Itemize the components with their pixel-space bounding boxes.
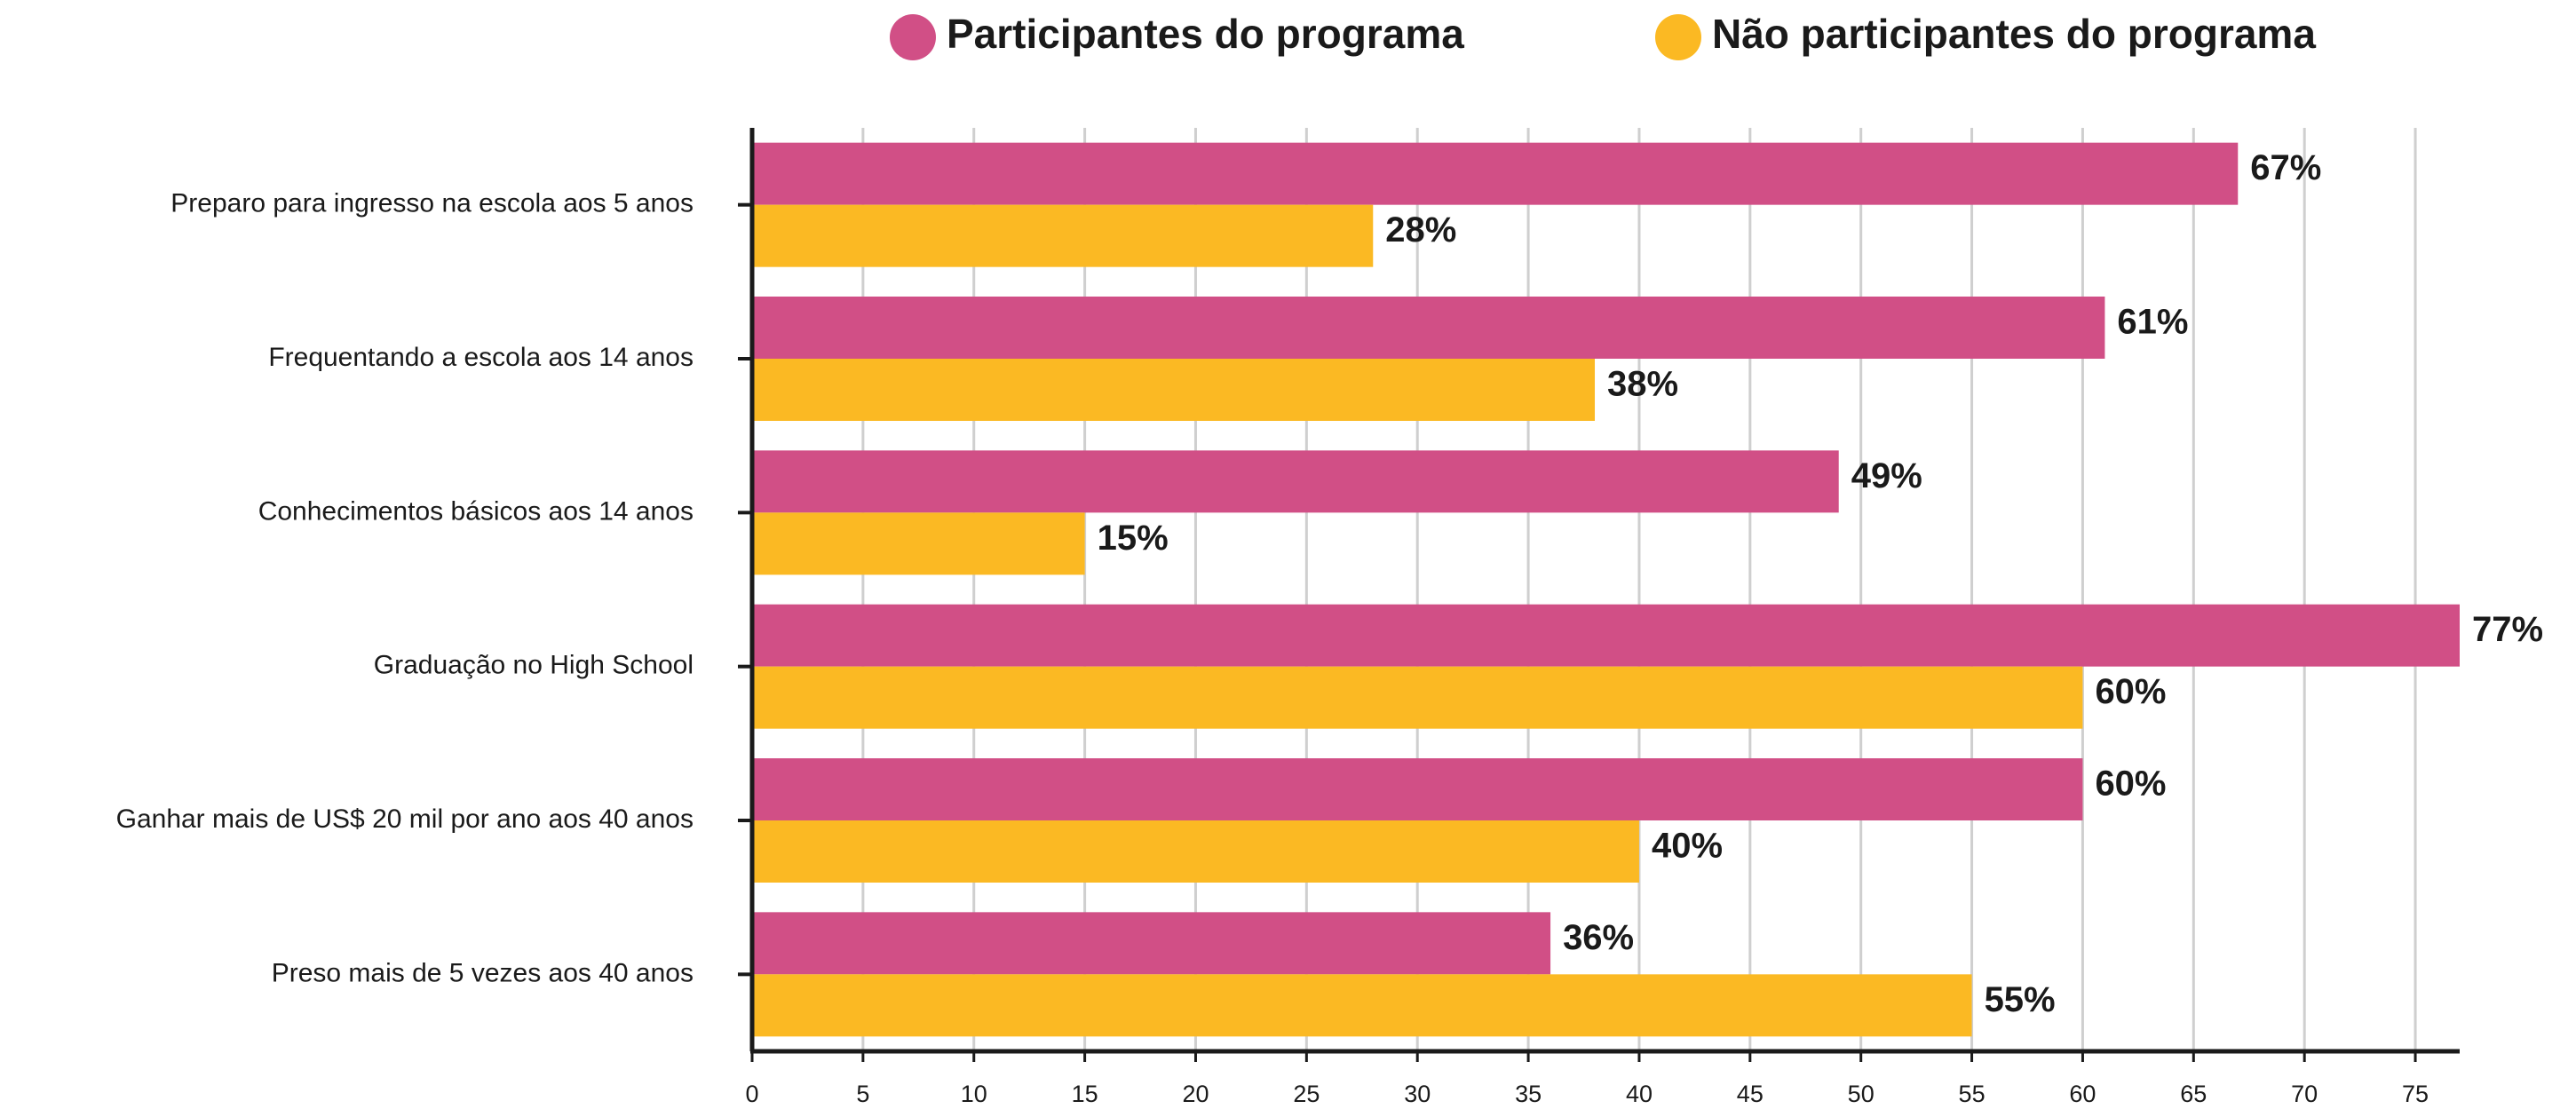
- x-tick-label: 25: [1293, 1081, 1320, 1107]
- data-label: 15%: [1098, 519, 1169, 558]
- data-label: 67%: [2250, 148, 2321, 187]
- x-tick-label: 65: [2180, 1081, 2207, 1107]
- bar: [752, 758, 2083, 820]
- data-label: 60%: [2095, 672, 2166, 711]
- legend-marker: [890, 14, 936, 60]
- x-tick-label: 5: [856, 1081, 869, 1107]
- data-label: 61%: [2117, 303, 2188, 342]
- x-tick-label: 50: [1848, 1081, 1875, 1107]
- x-tick-label: 40: [1626, 1081, 1653, 1107]
- y-tick-label: Preparo para ingresso na escola aos 5 an…: [170, 189, 694, 218]
- bar: [752, 604, 2460, 667]
- x-tick-label: 10: [961, 1081, 987, 1107]
- y-tick-label: Preso mais de 5 vezes aos 40 anos: [272, 958, 694, 987]
- data-label: 36%: [1563, 918, 1634, 957]
- data-label: 55%: [1985, 980, 2056, 1019]
- bar: [752, 297, 2105, 359]
- x-tick-label: 0: [745, 1081, 758, 1107]
- legend-label: Não participantes do programa: [1712, 11, 2316, 57]
- x-tick-label: 20: [1182, 1081, 1209, 1107]
- data-label: 40%: [1652, 827, 1723, 866]
- legend-marker: [1655, 14, 1701, 60]
- legend-label: Participantes do programa: [947, 11, 1464, 57]
- bar: [752, 912, 1551, 975]
- bar: [752, 512, 1085, 575]
- x-tick-label: 70: [2291, 1081, 2318, 1107]
- bar: [752, 450, 1839, 513]
- x-tick-label: 30: [1404, 1081, 1431, 1107]
- data-label: 38%: [1607, 365, 1678, 404]
- x-tick-label: 35: [1515, 1081, 1542, 1107]
- bar: [752, 820, 1639, 883]
- bar: [752, 974, 1972, 1037]
- y-tick-label: Frequentando a escola aos 14 anos: [268, 343, 694, 372]
- x-tick-label: 15: [1072, 1081, 1098, 1107]
- bar: [752, 142, 2239, 205]
- y-tick-label: Conhecimentos básicos aos 14 anos: [258, 496, 694, 526]
- data-label: 60%: [2095, 764, 2166, 804]
- y-tick-label: Ganhar mais de US$ 20 mil por ano aos 40…: [116, 804, 694, 834]
- bar: [752, 204, 1374, 267]
- x-tick-label: 55: [1959, 1081, 1986, 1107]
- x-tick-label: 75: [2402, 1081, 2429, 1107]
- data-label: 49%: [1851, 456, 1922, 495]
- bar: [752, 666, 2083, 729]
- x-tick-label: 60: [2069, 1081, 2096, 1107]
- y-tick-label: Graduação no High School: [374, 651, 694, 680]
- bar: [752, 359, 1596, 421]
- x-tick-label: 45: [1737, 1081, 1764, 1107]
- data-label: 77%: [2472, 610, 2543, 649]
- data-label: 28%: [1385, 210, 1456, 250]
